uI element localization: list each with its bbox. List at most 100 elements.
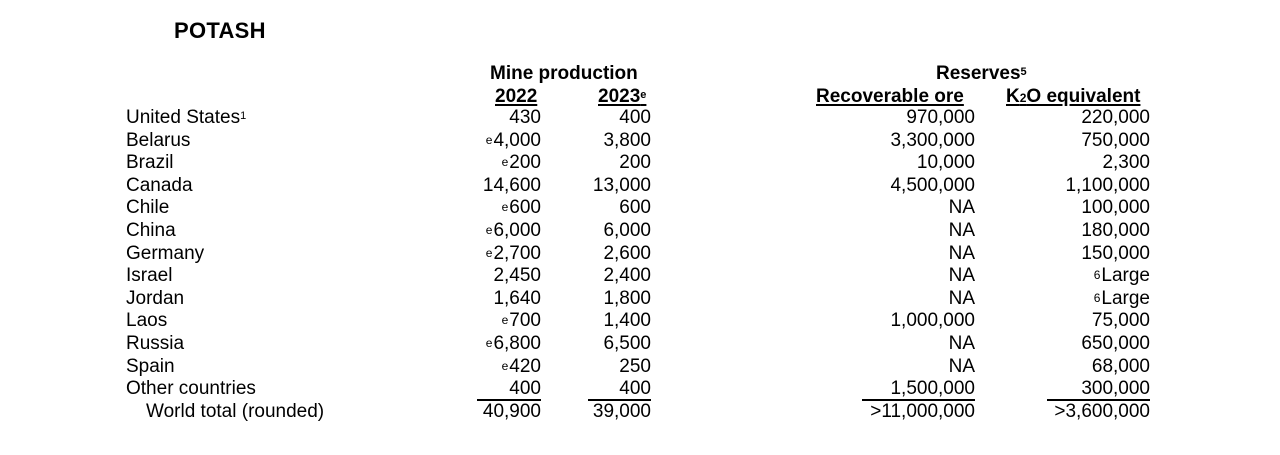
country-label: Israel	[126, 265, 173, 287]
reserves-recoverable-ore: 970,000	[906, 107, 975, 128]
mine-production-header: Mine production	[490, 63, 638, 84]
production-2022-value: 430	[509, 107, 541, 128]
reserves-k2o-equivalent: 100,000	[1081, 197, 1150, 220]
country-label: Spain	[126, 355, 175, 377]
country-label: Other countries	[126, 378, 256, 400]
table-row: Belarus e4,000 3,800 3,300,000 750,000	[0, 130, 1280, 153]
k2o-value: 1,100,000	[1065, 174, 1150, 196]
reserves-recoverable-ore: NA	[948, 332, 975, 354]
k2o-value: Large	[1101, 287, 1150, 309]
total-rule-2023	[588, 399, 651, 401]
production-2022: e6,800	[486, 333, 541, 356]
reserves-k2o-equivalent: 300,000	[1081, 378, 1150, 401]
estimate-prefix: e	[501, 155, 509, 170]
reserves-k2o-equivalent: 1,100,000	[1065, 175, 1150, 198]
country-name: Russia	[126, 333, 184, 356]
production-2023: 1,400	[603, 310, 651, 332]
estimate-prefix: e	[501, 200, 509, 215]
reserves-k2o-equivalent: 68,000	[1092, 356, 1150, 379]
country-label: United States	[126, 107, 241, 128]
country-label: Russia	[126, 332, 185, 354]
estimate-prefix: e	[485, 245, 493, 260]
k2o-value: 100,000	[1081, 197, 1150, 219]
country-name: Germany	[126, 243, 204, 266]
reserves-k2o-equivalent: 220,000	[1081, 107, 1150, 130]
k2o-value: 68,000	[1091, 355, 1150, 377]
estimate-prefix: e	[485, 132, 493, 147]
country-name: United States1	[126, 107, 246, 130]
k2o-value: 750,000	[1081, 129, 1150, 151]
recoverable-ore-header: Recoverable ore	[816, 86, 964, 107]
production-2023: 250	[619, 355, 651, 377]
production-2022: e2,700	[486, 243, 541, 266]
table-row: Canada 14,600 13,000 4,500,000 1,100,000	[0, 175, 1280, 198]
footnote-prefix: 6	[1093, 268, 1101, 283]
production-2022-value: 420	[509, 355, 541, 377]
total-row: World total (rounded) 40,900 39,000 >11,000…	[0, 401, 1280, 424]
production-2023: 6,000	[603, 219, 651, 241]
production-2023: 3,800	[603, 129, 651, 151]
table-row: Jordan 1,640 1,800 NA 6Large	[0, 288, 1280, 311]
production-2022-value: 200	[509, 152, 541, 174]
total-rule-k2o	[1047, 399, 1150, 401]
production-2022: e700	[502, 310, 541, 333]
production-2022-value: 2,700	[493, 242, 541, 264]
reserves-k2o-equivalent: 2,300	[1102, 152, 1150, 175]
production-2023: 400	[619, 378, 651, 400]
production-2023: 2,400	[603, 265, 651, 287]
reserves-recoverable-ore: NA	[948, 355, 975, 377]
production-2022-value: 400	[509, 378, 541, 400]
production-2022: e6,000	[486, 220, 541, 243]
production-2023: 600	[619, 197, 651, 219]
production-2022-value: 4,000	[493, 129, 541, 151]
production-2023: 6,500	[603, 332, 651, 354]
production-2022: e200	[502, 152, 541, 175]
k2o-value: 300,000	[1081, 378, 1150, 400]
reserves-k2o-equivalent: 750,000	[1081, 130, 1150, 153]
country-label: Belarus	[126, 129, 191, 151]
table-row: Russia e6,800 6,500 NA 650,000	[0, 333, 1280, 356]
reserves-k2o-equivalent: 180,000	[1081, 220, 1150, 243]
k2o-value: 220,000	[1081, 107, 1150, 128]
total-k2o: >3,600,000	[1054, 400, 1150, 422]
production-2022-value: 700	[509, 310, 541, 332]
potash-table: United States1 430 400 970,000 220,000 Belaru…	[0, 107, 1280, 423]
table-row: Chile e600 600 NA 100,000	[0, 197, 1280, 220]
total-label: World total (rounded)	[146, 400, 325, 422]
country-label: Canada	[126, 174, 193, 196]
k2o-value: 650,000	[1081, 332, 1150, 354]
production-2022-value: 6,000	[493, 219, 541, 241]
production-2023: 13,000	[592, 174, 651, 196]
production-2023: 200	[619, 152, 651, 174]
production-2022: 400	[509, 378, 541, 401]
production-2022: 14,600	[483, 175, 541, 198]
reserves-recoverable-ore: 4,500,000	[890, 174, 975, 196]
reserves-header: Reserves5	[936, 63, 1027, 84]
page-title: POTASH	[174, 18, 266, 43]
reserves-recoverable-ore: NA	[948, 219, 975, 241]
production-2022-value: 6,800	[493, 332, 541, 354]
country-label: Brazil	[126, 152, 174, 174]
production-2023: 400	[619, 107, 651, 128]
table-row: Other countries 400 400 1,500,000 300,000	[0, 378, 1280, 401]
estimate-superscript: e	[640, 89, 647, 101]
total-ore: >11,000,000	[870, 400, 975, 422]
country-label: Germany	[126, 242, 205, 264]
reserves-recoverable-ore: NA	[948, 197, 975, 219]
total-rule-ore	[862, 399, 975, 401]
production-2022: 2,450	[493, 265, 541, 288]
year-2023-header: 2023e	[598, 86, 647, 107]
reserves-k2o-equivalent: 150,000	[1081, 243, 1150, 266]
production-2022-value: 14,600	[482, 174, 541, 196]
table-row: Brazil e200 200 10,000 2,300	[0, 152, 1280, 175]
country-name: Belarus	[126, 130, 190, 153]
production-2022-value: 1,640	[493, 287, 541, 309]
reserves-recoverable-ore: NA	[948, 265, 975, 287]
reserves-k2o-equivalent: 6Large	[1094, 265, 1150, 288]
total-2023: 39,000	[592, 400, 651, 422]
reserves-k2o-equivalent: 75,000	[1092, 310, 1150, 333]
reserves-recoverable-ore: 1,500,000	[890, 378, 975, 400]
reserves-recoverable-ore: NA	[948, 242, 975, 264]
country-name: Laos	[126, 310, 167, 333]
production-2022: e600	[502, 197, 541, 220]
